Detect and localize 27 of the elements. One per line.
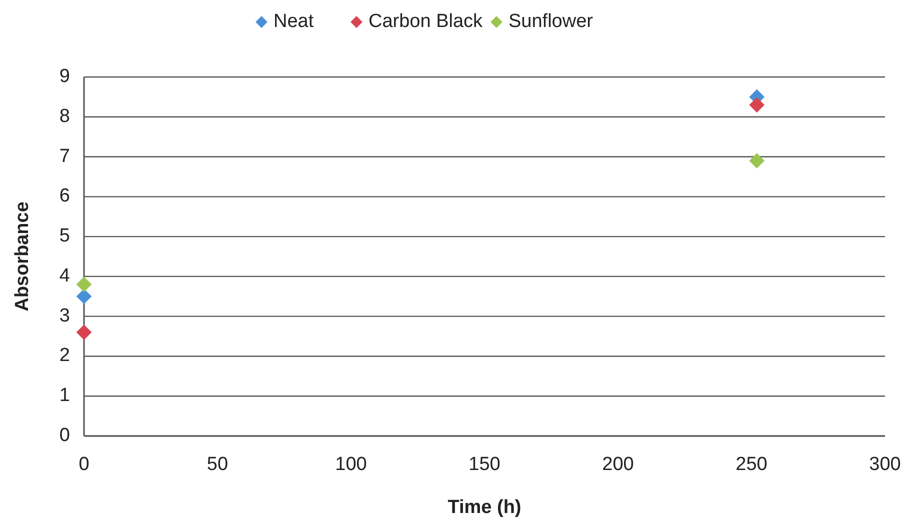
y-tick-label: 3 <box>59 305 70 326</box>
point <box>76 324 92 340</box>
y-tick-label: 7 <box>59 146 70 167</box>
legend-label: Carbon Black <box>368 11 484 32</box>
point <box>76 276 92 292</box>
x-tick-label: 100 <box>335 454 367 475</box>
point <box>749 97 765 113</box>
x-tick-label: 300 <box>869 454 901 475</box>
y-tick-label: 0 <box>59 425 70 446</box>
y-tick-label: 1 <box>59 385 70 406</box>
y-tick-label: 9 <box>59 66 70 88</box>
x-tick-label: 200 <box>602 454 634 475</box>
point <box>749 153 765 168</box>
legend-label: Sunflower <box>508 11 594 32</box>
point <box>76 288 92 304</box>
y-tick-label: 4 <box>59 265 70 286</box>
y-tick-label: 8 <box>59 106 70 127</box>
x-tick-label: 150 <box>468 454 500 475</box>
y-tick-label: 2 <box>59 345 70 366</box>
legend-label: Neat <box>274 11 314 32</box>
x-tick-label: 50 <box>206 454 228 475</box>
x-tick-label: 0 <box>78 454 90 475</box>
y-tick-label: 5 <box>59 226 70 247</box>
x-axis-title: Time (h) <box>448 497 522 518</box>
y-tick-label: 6 <box>59 186 70 207</box>
y-axis-title: Absorbance <box>12 202 33 312</box>
x-tick-label: 250 <box>736 454 768 475</box>
